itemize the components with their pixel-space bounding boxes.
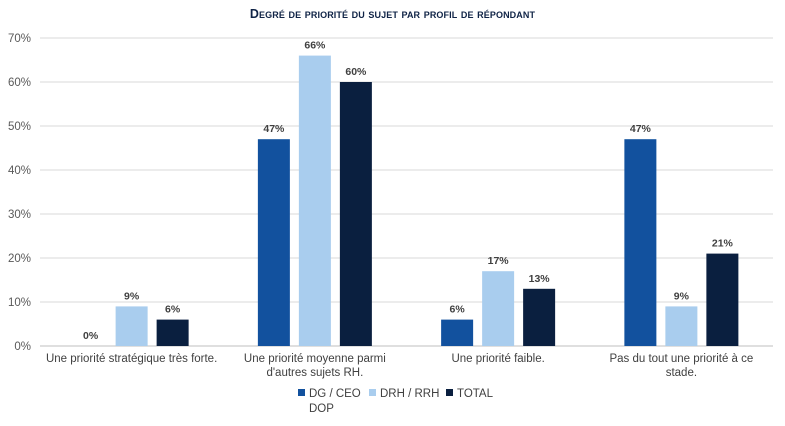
legend-swatch (298, 389, 305, 396)
data-label: 17% (488, 255, 510, 267)
bar (115, 306, 148, 346)
legend-swatch (369, 389, 376, 396)
data-label: 47% (630, 123, 652, 135)
bar (257, 139, 290, 346)
legend-label-line2: DOP (309, 403, 334, 415)
x-tick-label: d'autres sujets RH. (266, 367, 363, 379)
data-label: 21% (712, 238, 734, 250)
bar (706, 253, 739, 346)
bar (624, 139, 657, 346)
y-tick-label: 30% (8, 209, 31, 221)
data-label: 60% (345, 66, 367, 78)
bar (298, 55, 331, 346)
y-tick-label: 60% (8, 77, 31, 89)
data-label: 47% (263, 123, 285, 135)
y-tick-label: 70% (8, 33, 31, 45)
bar (665, 306, 698, 346)
legend-swatch (446, 389, 453, 396)
bar (523, 288, 556, 346)
y-tick-label: 50% (8, 121, 31, 133)
data-label: 66% (304, 40, 326, 52)
bar (339, 82, 372, 346)
x-tick-label: Pas du tout une priorité à ce (609, 353, 753, 365)
data-label: 6% (450, 304, 466, 316)
x-tick-label: Une priorité faible. (451, 353, 544, 365)
y-tick-label: 10% (8, 297, 31, 309)
y-tick-label: 0% (14, 341, 31, 353)
chart-title: Degré de priorité du sujet par profil de… (249, 7, 536, 21)
y-tick-label: 20% (8, 253, 31, 265)
y-tick-label: 40% (8, 165, 31, 177)
legend-label: DG / CEO (309, 388, 361, 400)
bar (482, 271, 515, 346)
bar (156, 319, 189, 346)
data-label: 6% (165, 304, 181, 316)
x-tick-label: stade. (666, 367, 697, 379)
legend-label: DRH / RRH (380, 388, 439, 400)
data-label: 0% (83, 330, 99, 342)
data-label: 9% (674, 290, 690, 302)
data-label: 13% (529, 273, 551, 285)
data-label: 9% (124, 290, 140, 302)
legend-label: TOTAL (457, 388, 494, 400)
x-tick-label: Une priorité stratégique très forte. (46, 353, 217, 365)
bar (441, 319, 474, 346)
x-tick-label: Une priorité moyenne parmi (244, 353, 386, 365)
